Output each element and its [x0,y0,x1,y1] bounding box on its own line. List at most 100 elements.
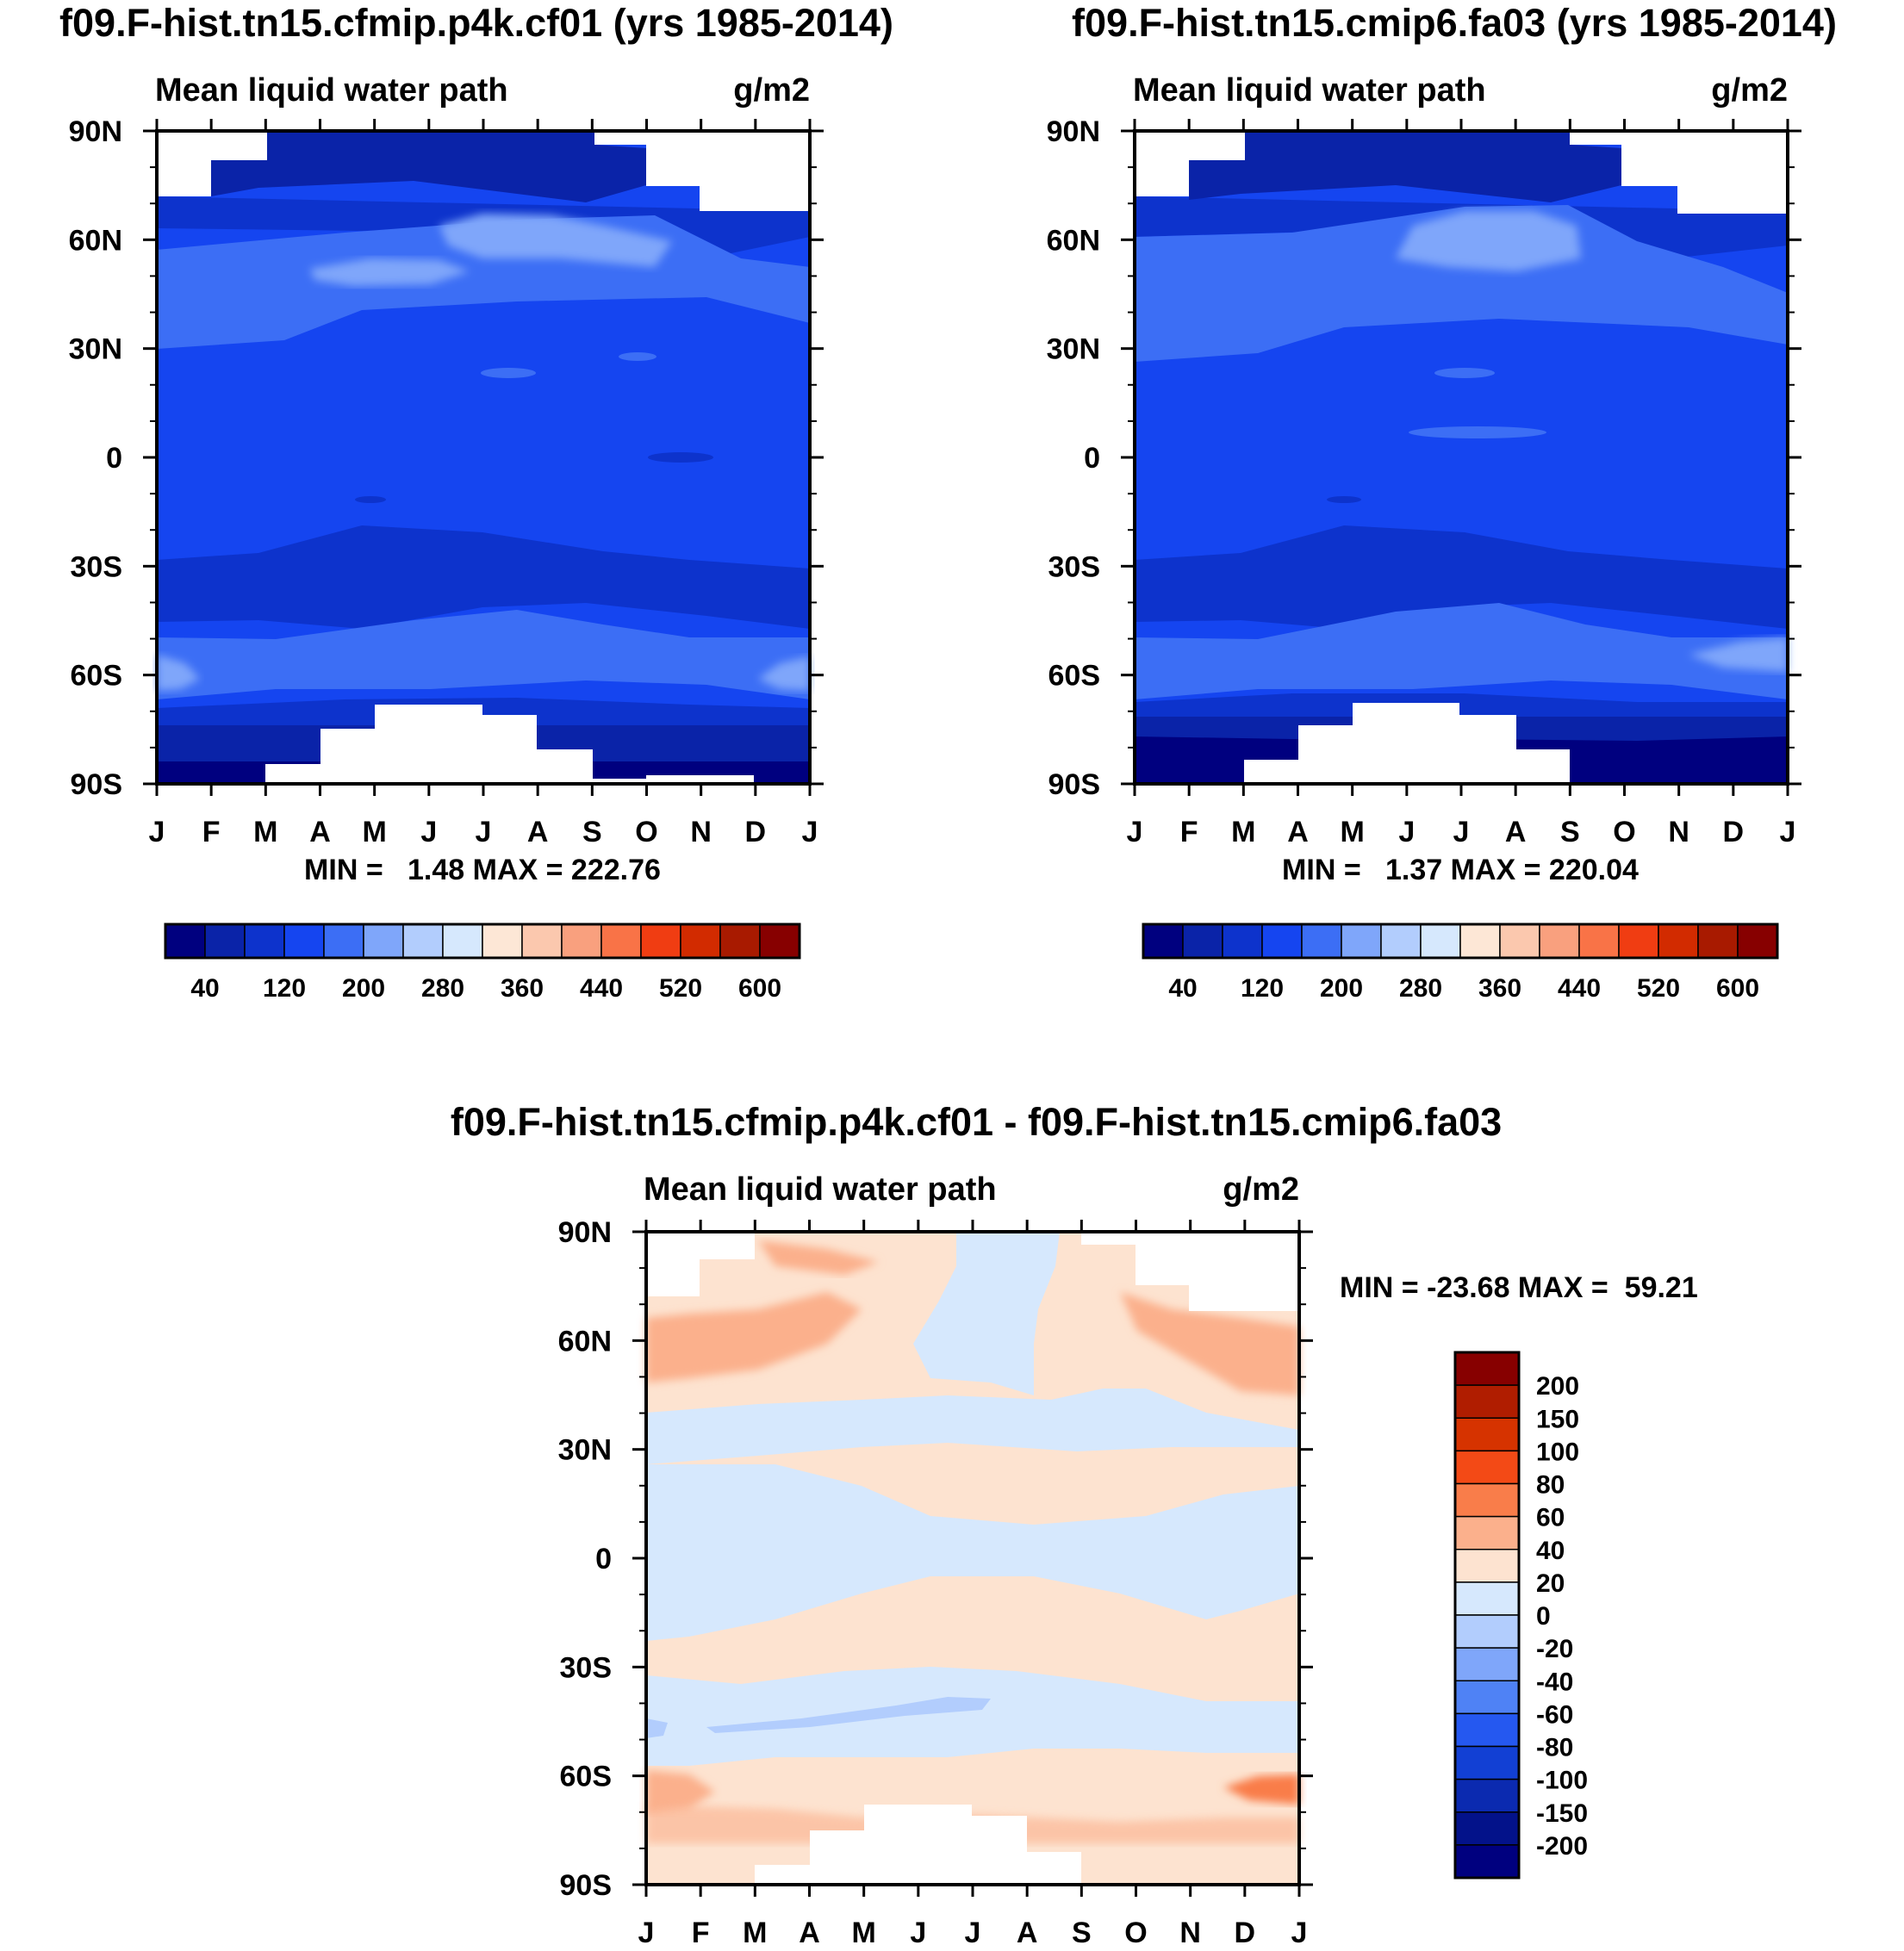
colorbar-label: -200 [1536,1832,1588,1861]
colorbar-swatch [521,923,563,959]
fa03-mask-south [1244,703,1570,784]
colorbar-label: -80 [1536,1734,1573,1762]
colorbar-swatch [482,923,523,959]
x-tick-label: M [253,816,277,848]
cf01-tropic-patch-1 [481,368,536,378]
colorbar-swatch [1454,1844,1520,1879]
colorbar-swatch [1454,1647,1520,1681]
colorbar-swatch [283,923,325,959]
fa03-tropic-patch-2 [1409,426,1546,438]
colorbar-swatch [1454,1778,1520,1813]
x-tick-label: J [910,1917,926,1949]
colorbar-label: 360 [501,974,544,1003]
colorbar-label: -20 [1536,1635,1573,1663]
x-tick-label: J [1780,816,1796,848]
colorbar-swatch [1142,923,1184,959]
y-tick-label: 30N [69,333,122,366]
y-tick-label: 60S [560,1761,613,1793]
x-tick-label: A [1287,816,1309,848]
colorbar-label: 120 [263,974,306,1003]
colorbar-label: 200 [1320,974,1363,1003]
colorbar-swatch [1454,1384,1520,1419]
colorbar-swatch [680,923,721,959]
x-tick-label: D [1235,1917,1256,1949]
x-tick-label: J [802,816,818,848]
colorbar-label: 40 [190,974,219,1003]
x-tick-label: M [1231,816,1255,848]
colorbar-swatch [561,923,602,959]
colorbar-swatch [402,923,444,959]
diff-pos-nh-arctic [758,1240,879,1275]
x-tick-label: M [1341,816,1365,848]
panel-diff-field [644,1230,1301,1886]
colorbar-swatch [1341,923,1382,959]
y-tick-label: 60N [69,224,122,257]
colorbar-label: 100 [1536,1438,1579,1466]
x-tick-label: D [745,816,767,848]
colorbar-swatch [1301,923,1342,959]
cf01-tropic-patch-2 [619,352,656,361]
y-tick-label: 30S [1048,550,1101,583]
y-tick-label: 90S [560,1869,613,1902]
colorbar-label: 20 [1536,1569,1565,1598]
panel-diff-units: g/m2 [1223,1171,1299,1208]
colorbar-swatch [1380,923,1422,959]
x-tick-label: A [527,816,549,848]
colorbar-label: 520 [1637,974,1680,1003]
x-tick-label: O [1124,1917,1147,1949]
y-tick-label: 90N [558,1216,612,1249]
colorbar-swatch [600,923,642,959]
fa03-sh-light-patch [1689,637,1788,672]
x-tick-label: J [149,816,165,848]
x-tick-label: N [1668,816,1689,848]
x-tick-label: J [1398,816,1415,848]
y-tick-label: 60S [1048,660,1101,693]
diff-neg-tropics [646,1464,1299,1641]
panel-diff-title: f09.F-hist.tn15.cfmip.p4k.cf01 - f09.F-h… [451,1100,1502,1144]
x-tick-label: S [1560,816,1580,848]
fa03-nh-mid-band [1135,205,1788,362]
colorbar-swatch [1261,923,1303,959]
diff-pos-sh-east [1223,1774,1299,1805]
colorbar-swatch [1454,1482,1520,1518]
fa03-sh-mid-band [1135,603,1788,699]
diff-mask-south [755,1805,1081,1885]
y-tick-label: 60N [558,1325,612,1358]
fa03-tropic-patch-3 [1327,496,1361,503]
x-tick-label: F [1180,816,1198,848]
panel-diff-left-label: Mean liquid water path [644,1171,997,1208]
cf01-sh-light-patch-1 [157,655,200,691]
x-tick-label: J [1127,816,1143,848]
colorbar-swatch [1499,923,1540,959]
panel-fa03-title: f09.F-hist.tn15.cmip6.fa03 (yrs 1985-201… [1072,1,1837,45]
cf01-arctic-darker [211,131,646,202]
colorbar-swatch [1454,1614,1520,1649]
diff-neg-central-north [913,1232,1060,1395]
colorbar-label: 520 [659,974,702,1003]
x-tick-label: J [1453,816,1470,848]
fa03-sh-dark-band [1135,525,1788,629]
y-tick-label: 90S [71,768,123,801]
cf01-tropic-patch-3 [648,452,713,463]
x-tick-label: J [1291,1917,1308,1949]
panel-diff-colorbar: 200150100806040200-20-40-60-80-100-150-2… [1453,1351,1588,1880]
colorbar-frame [164,923,801,960]
x-tick-label: F [202,816,221,848]
colorbar-label: 440 [580,974,623,1003]
panel-cf01-left-label: Mean liquid water path [155,72,508,109]
panel-cf01-units: g/m2 [733,72,810,109]
colorbar-swatch [1454,1450,1520,1485]
fa03-mask-north [1135,131,1245,196]
y-tick-label: 90N [1047,115,1100,148]
colorbar-label: 360 [1478,974,1521,1003]
x-tick-label: J [638,1917,655,1949]
x-tick-label: J [420,816,437,848]
x-tick-label: N [1179,1917,1201,1949]
y-tick-label: 90N [69,115,122,148]
x-tick-label: O [1613,816,1635,848]
colorbar-swatch [1454,1351,1520,1386]
panel-diff: f09.F-hist.tn15.cfmip.p4k.cf01 - f09.F-h… [451,1100,1698,1949]
colorbar-swatch [363,923,404,959]
